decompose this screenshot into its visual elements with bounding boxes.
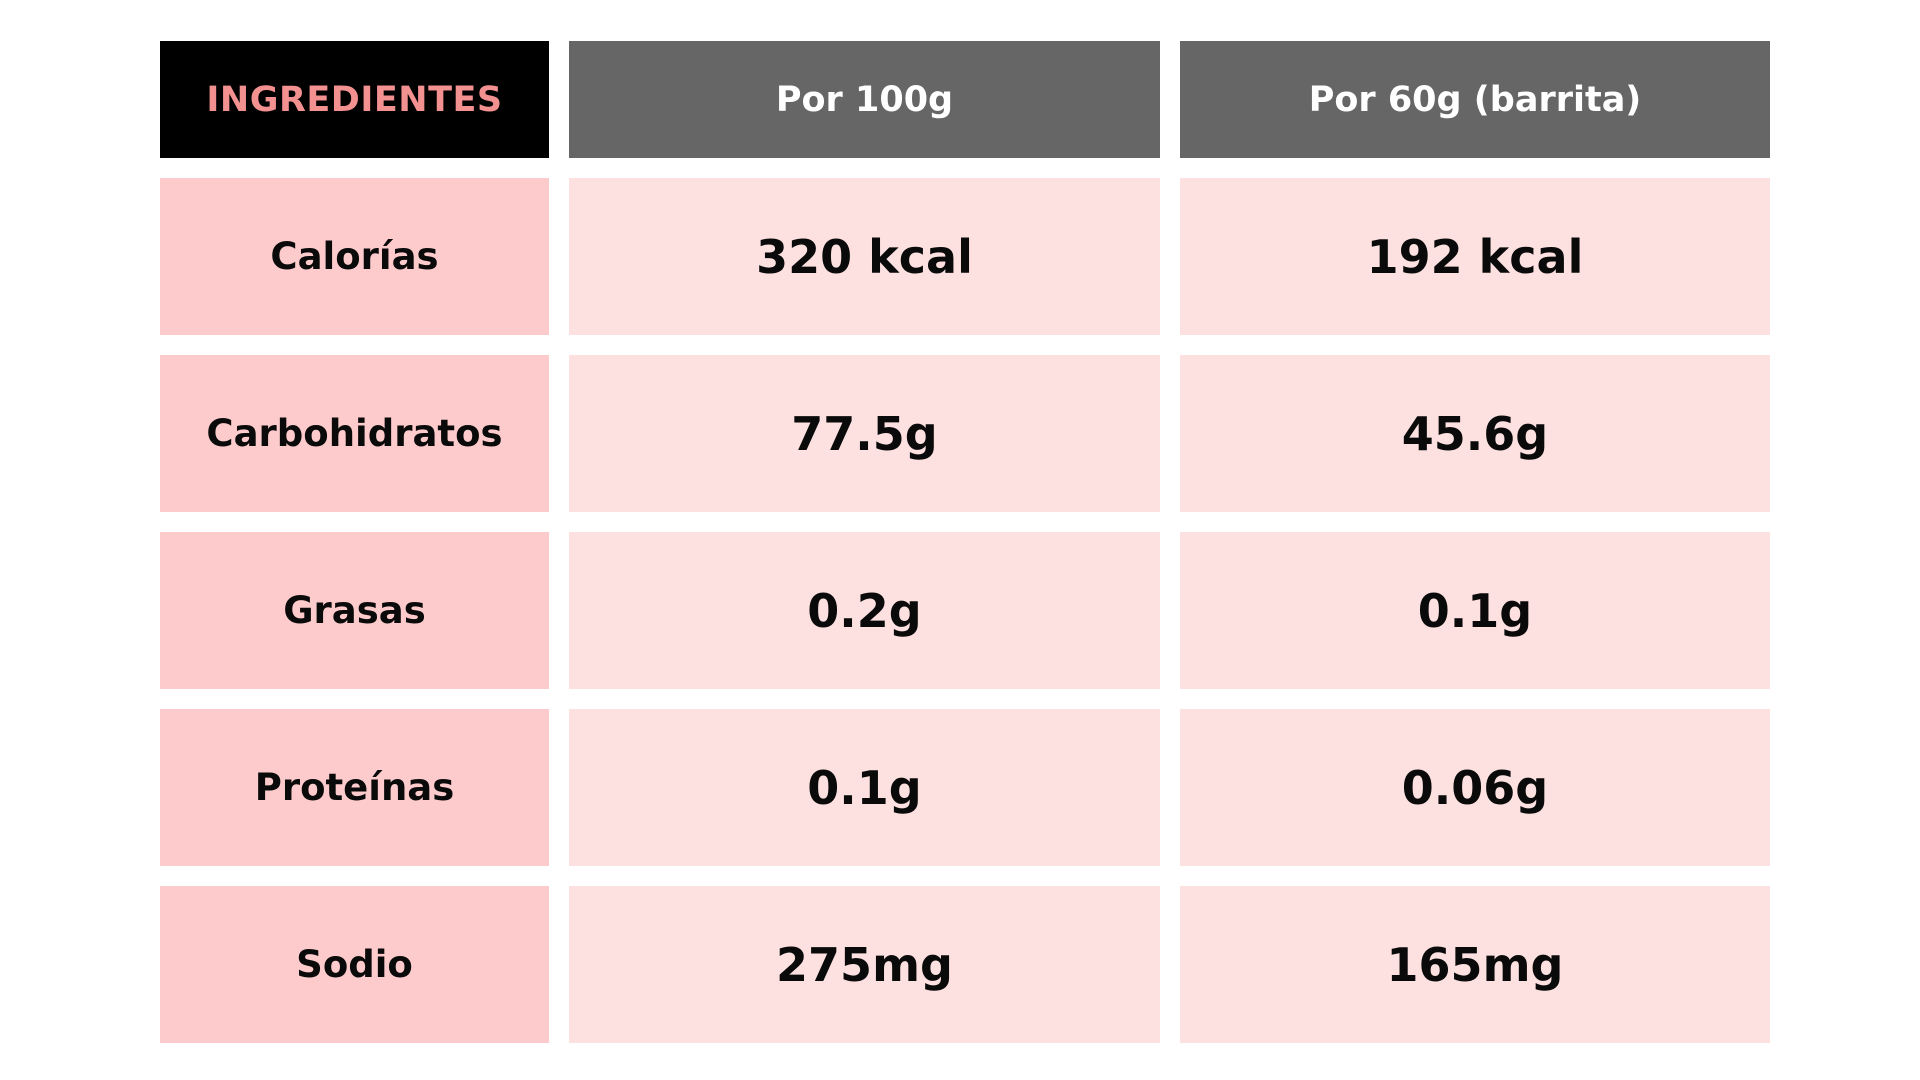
cell-calorias-100g: 320 kcal <box>569 178 1160 335</box>
cell-calorias-60g: 192 kcal <box>1180 178 1770 335</box>
cell-sodio-100g: 275mg <box>569 886 1160 1043</box>
row-label-grasas: Grasas <box>160 532 549 689</box>
cell-carbohidratos-60g: 45.6g <box>1180 355 1770 512</box>
header-per-60g: Por 60g (barrita) <box>1180 41 1770 158</box>
row-label-sodio: Sodio <box>160 886 549 1043</box>
row-label-calorias: Calorías <box>160 178 549 335</box>
cell-proteinas-100g: 0.1g <box>569 709 1160 866</box>
nutrition-table: INGREDIENTES Por 100g Por 60g (barrita) … <box>160 41 1770 1043</box>
cell-carbohidratos-100g: 77.5g <box>569 355 1160 512</box>
header-ingredientes: INGREDIENTES <box>160 41 549 158</box>
header-per-100g: Por 100g <box>569 41 1160 158</box>
cell-grasas-60g: 0.1g <box>1180 532 1770 689</box>
cell-sodio-60g: 165mg <box>1180 886 1770 1043</box>
cell-proteinas-60g: 0.06g <box>1180 709 1770 866</box>
cell-grasas-100g: 0.2g <box>569 532 1160 689</box>
row-label-proteinas: Proteínas <box>160 709 549 866</box>
row-label-carbohidratos: Carbohidratos <box>160 355 549 512</box>
